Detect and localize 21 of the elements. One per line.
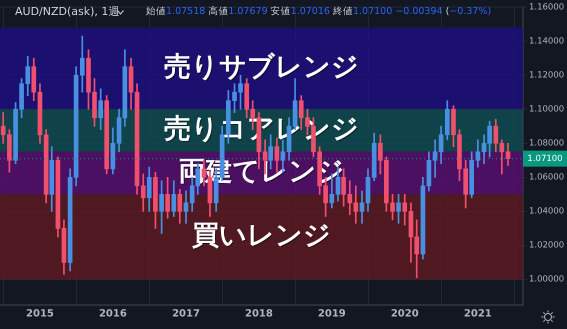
x-tick-label: 2019 <box>318 308 346 320</box>
y-tick-label: 1.14000 <box>529 36 564 46</box>
x-tick-label: 2015 <box>26 308 54 320</box>
y-tick-label: 1.00000 <box>529 274 564 285</box>
y-tick-label: 1.10000 <box>529 104 564 114</box>
chart-title: AUD/NZD(ask), 1週 <box>15 4 120 19</box>
y-tick-label: 1.02000 <box>529 240 564 251</box>
band-label: 買いレンジ <box>192 220 331 251</box>
x-tick-label: 2018 <box>244 308 273 320</box>
x-tick-label: 2016 <box>98 308 127 320</box>
y-tick-label: 1.08000 <box>529 138 564 148</box>
y-tick-label: 1.12000 <box>529 70 564 80</box>
x-tick-label: 2017 <box>172 308 200 320</box>
ref-line-label: 1.07100 <box>527 154 563 164</box>
x-tick-label: 2020 <box>390 308 419 320</box>
y-tick-label: 1.16000 <box>529 2 564 12</box>
y-tick-label: 1.04000 <box>529 206 564 217</box>
text: 始値1.07518 高値1.07679 安値1.07016 終値1.07100 −0.00394 (−0.37%) <box>146 6 492 17</box>
x-tick-label: 2021 <box>464 308 492 320</box>
band-label: 売りサブレンジ <box>164 51 359 82</box>
y-tick-label: 1.06000 <box>529 172 564 183</box>
